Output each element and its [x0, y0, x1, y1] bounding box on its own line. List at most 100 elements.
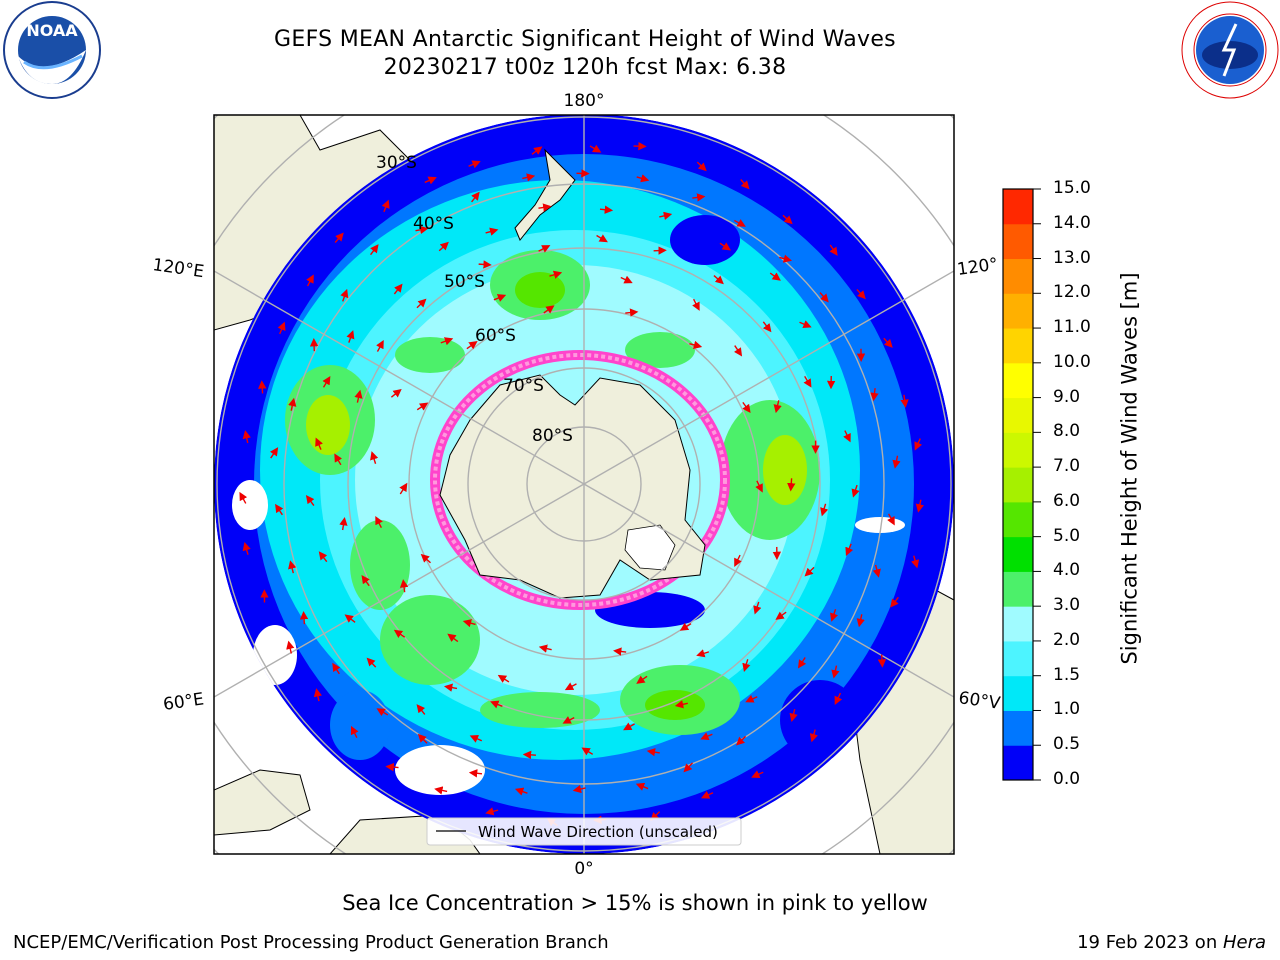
wave-direction-arrow: [370, 244, 379, 256]
wave-direction-arrow: [890, 596, 899, 608]
colorbar-tick-label: 14.0: [1053, 212, 1091, 233]
wave-direction-arrow: [820, 503, 829, 517]
wave-direction-arrow: [340, 288, 349, 302]
wave-direction-arrow: [733, 345, 743, 357]
lon-label-120e: 120°E: [151, 255, 205, 282]
wave-direction-arrow: [393, 629, 406, 638]
wave-direction-arrow: [522, 750, 536, 760]
wave-direction-arrow: [493, 294, 507, 302]
wave-direction-arrow: [713, 275, 724, 285]
wave-direction-arrow: [745, 694, 758, 703]
wave-direction-arrow: [819, 292, 829, 303]
wave-direction-arrow: [775, 611, 787, 620]
wave-direction-arrow: [497, 674, 510, 683]
colorbar-band: [1003, 397, 1033, 433]
wave-direction-arrow: [900, 394, 909, 408]
wave-direction-arrow: [635, 782, 649, 791]
wave-direction-arrow: [751, 770, 764, 778]
colorbar-band: [1003, 223, 1033, 260]
chart-subtitle: 20230217 t00z 120h fcst Max: 6.38: [383, 55, 787, 80]
africa-land: [214, 769, 311, 836]
wave-direction-arrow: [803, 375, 812, 388]
wave-direction-arrow: [478, 260, 492, 269]
wave-direction-arrow: [538, 245, 551, 253]
wave-direction-arrow: [242, 430, 251, 444]
wave-direction-arrow: [581, 747, 594, 756]
wave-direction-arrow: [683, 762, 694, 773]
footer-left: NCEP/EMC/Verification Post Processing Pr…: [13, 932, 609, 953]
wave-direction-arrow: [393, 283, 403, 295]
wave-direction-arrow: [742, 659, 751, 672]
colorbar-tick-label: 7.0: [1053, 456, 1081, 477]
wave-direction-arrow: [762, 321, 772, 333]
colorbar-tick-label: 15.0: [1053, 178, 1091, 198]
colorbar-band: [1003, 258, 1033, 294]
wave-direction-arrow: [490, 700, 503, 709]
wave-direction-arrow: [469, 735, 483, 743]
colorbar-tick-label: 11.0: [1053, 317, 1091, 338]
wave-direction-arrow: [843, 430, 851, 443]
wave-direction-arrow: [399, 579, 409, 593]
colorbar-tick-label: 1.5: [1053, 664, 1081, 685]
wave-direction-arrow: [623, 722, 635, 731]
wave-direction-arrow: [416, 298, 427, 309]
wave-direction-arrow: [650, 811, 661, 822]
wave-direction-arrow: [700, 790, 714, 799]
nws-logo: [1181, 1, 1279, 99]
colorbar-band: [1003, 606, 1033, 642]
wave-direction-arrow: [468, 160, 481, 169]
lon-label-180: 180°: [564, 91, 605, 111]
wave-direction-arrow: [315, 437, 323, 450]
wave-direction-arrow: [376, 339, 384, 352]
wave-direction-arrow: [466, 341, 478, 350]
colorbar-tick-label: 13.0: [1053, 247, 1091, 268]
colorbar-band: [1003, 710, 1033, 746]
wave-direction-arrow: [851, 484, 860, 498]
colorbar-tick-label: 6.0: [1053, 490, 1081, 511]
wave-direction-arrow: [275, 503, 284, 516]
colorbar-tick-label: 9.0: [1053, 386, 1081, 407]
map-legend: Wind Wave Direction (unscaled): [426, 817, 742, 846]
wave-direction-arrow: [416, 402, 429, 411]
wave-direction-arrow: [782, 214, 793, 225]
colorbar-band: [1003, 467, 1033, 503]
lat-label-60s: 60°S: [475, 326, 516, 346]
map-plot-area: [214, 115, 954, 854]
wave-direction-arrow: [719, 242, 731, 251]
chart-title: GEFS MEAN Antarctic Significant Height o…: [274, 27, 896, 52]
wave-direction-arrow: [572, 784, 586, 794]
wave-direction-arrow: [892, 455, 901, 469]
colorbar-tick-label: 2.0: [1053, 629, 1081, 650]
wave-direction-arrow: [736, 735, 747, 746]
lon-label-60w: 60°V: [957, 688, 1002, 714]
wave-direction-arrow: [914, 438, 923, 451]
map-frame: [213, 114, 955, 855]
wave-direction-arrow: [856, 289, 866, 300]
svg-text:NOAA: NOAA: [26, 21, 78, 40]
wave-direction-arrow: [485, 807, 499, 816]
wave-direction-arrow: [443, 683, 458, 692]
wave-direction-arrow: [799, 320, 812, 329]
colorbar-tick-label: 0.5: [1053, 734, 1081, 755]
legend-label: Wind Wave Direction (unscaled): [478, 823, 718, 841]
footer-date: 19 Feb 2023 on: [1077, 932, 1223, 953]
wave-direction-arrow: [613, 647, 627, 656]
wave-direction-arrow: [789, 708, 798, 722]
wave-direction-arrow: [755, 480, 763, 493]
wave-direction-arrow: [305, 495, 315, 506]
wave-direction-arrow: [344, 614, 356, 623]
wave-direction-arrow: [872, 564, 881, 578]
wave-direction-arrow: [417, 733, 428, 744]
wave-direction-arrow: [288, 397, 297, 411]
wave-direction-arrow: [269, 447, 279, 459]
wave-direction-arrow: [692, 193, 706, 202]
wave-direction-arrow: [306, 274, 314, 287]
wave-direction-arrow: [797, 657, 807, 669]
footer-right: 19 Feb 2023 on Hera: [1077, 932, 1266, 953]
wave-direction-arrow: [856, 614, 865, 628]
wave-direction-arrow: [620, 275, 633, 284]
wave-direction-arrow: [318, 551, 328, 563]
wave-direction-arrow: [696, 161, 707, 172]
colorbar: [1003, 188, 1041, 781]
